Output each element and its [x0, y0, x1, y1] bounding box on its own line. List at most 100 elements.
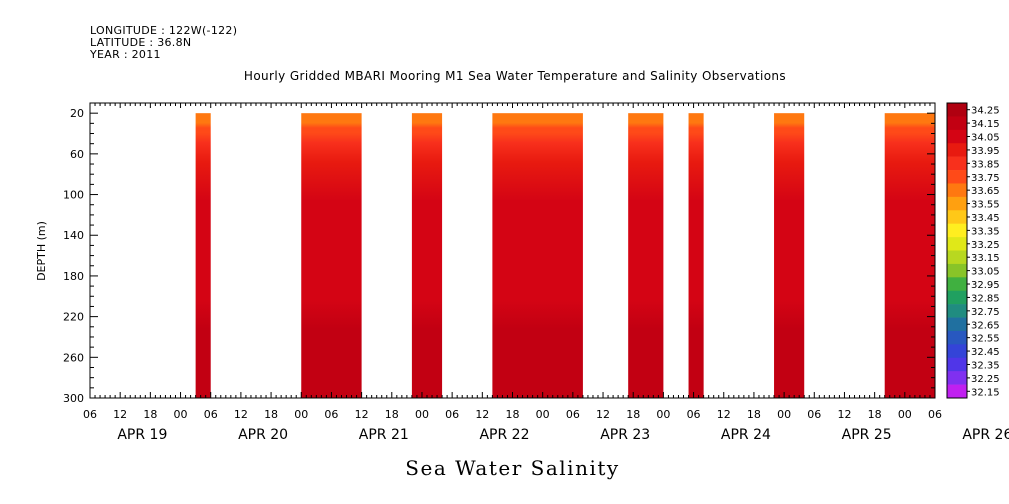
- colorbar-swatch: [947, 304, 967, 318]
- day-label: APR 23: [600, 427, 650, 443]
- x-tick-label: 06: [204, 408, 218, 421]
- y-axis: 20 60 100 140 180 220 260 300: [63, 102, 935, 405]
- colorbar-label: 33.35: [971, 226, 1000, 237]
- colorbar-label: 32.35: [971, 360, 1000, 371]
- colorbar-label: 32.75: [971, 307, 1000, 318]
- y-tick-label: 20: [70, 107, 84, 120]
- colorbar-swatch: [947, 344, 967, 359]
- x-tick-label: 06: [445, 408, 459, 421]
- x-tick-label: 18: [264, 408, 278, 421]
- latitude-label: LATITUDE : 36.8N: [90, 36, 192, 49]
- observation-window: [884, 113, 935, 398]
- y-tick-label: 100: [63, 189, 84, 202]
- colorbar-swatch: [947, 143, 967, 157]
- colorbar-swatch: [947, 156, 967, 171]
- colorbar-swatch: [947, 290, 967, 305]
- day-label: APR 20: [238, 427, 288, 443]
- x-tick-label: 00: [777, 408, 791, 421]
- colorbar-label: 32.65: [971, 320, 1000, 331]
- observation-window: [411, 113, 443, 398]
- colorbar-label: 33.75: [971, 173, 1000, 184]
- observation-windows: [195, 113, 935, 398]
- observation-window: [628, 113, 664, 398]
- x-tick-label: 12: [596, 408, 610, 421]
- colorbar-label: 33.65: [971, 186, 1000, 197]
- x-tick-label: 06: [928, 408, 942, 421]
- colorbar-label: 32.45: [971, 347, 1000, 358]
- colorbar-label: 32.95: [971, 280, 1000, 291]
- chart-title: Hourly Gridded MBARI Mooring M1 Sea Wate…: [243, 69, 787, 83]
- x-tick-label: 00: [898, 408, 912, 421]
- colorbar-label: 32.85: [971, 293, 1000, 304]
- x-tick-label: 12: [717, 408, 731, 421]
- x-tick-label: 18: [747, 408, 761, 421]
- x-axis: 06 12 18 00 06 12 18 00 06 12 18 00 06 12 18 00 06 12 18 00…: [83, 392, 1009, 443]
- colorbar-swatch: [947, 371, 967, 385]
- x-tick-label: 06: [687, 408, 701, 421]
- observation-window: [774, 113, 805, 398]
- x-tick-label: 00: [415, 408, 429, 421]
- year-label: YEAR : 2011: [90, 48, 161, 61]
- x-tick-label: 06: [566, 408, 580, 421]
- colorbar-swatch: [947, 116, 967, 131]
- x-tick-label: 00: [174, 408, 188, 421]
- observation-window: [492, 113, 583, 398]
- x-tick-label: 18: [506, 408, 520, 421]
- x-tick-label: 12: [234, 408, 248, 421]
- colorbar-label: 33.25: [971, 240, 1000, 251]
- colorbar-swatch: [947, 277, 967, 292]
- colorbar-label: 33.95: [971, 146, 1000, 157]
- day-label: APR 22: [479, 427, 529, 443]
- x-axis-title: Sea Water Salinity: [405, 456, 620, 480]
- observation-window: [195, 113, 211, 398]
- colorbar-swatch: [947, 317, 967, 332]
- x-tick-label: 00: [536, 408, 550, 421]
- x-tick-label: 18: [143, 408, 157, 421]
- x-tick-label: 12: [837, 408, 851, 421]
- colorbar-swatch: [947, 183, 967, 198]
- x-tick-label: 18: [868, 408, 882, 421]
- y-tick-label: 300: [63, 392, 84, 405]
- colorbar-swatch: [947, 263, 967, 278]
- colorbar-swatch: [947, 210, 967, 224]
- observation-window: [301, 113, 362, 398]
- day-label: APR 24: [721, 427, 771, 443]
- colorbar-label: 33.55: [971, 200, 1000, 211]
- colorbar-label: 34.25: [971, 106, 1000, 117]
- colorbar-label: 32.15: [971, 387, 1000, 398]
- colorbar-swatch: [947, 103, 967, 117]
- colorbar-swatch: [947, 129, 967, 144]
- colorbar-label: 33.45: [971, 213, 1000, 224]
- y-tick-label: 60: [70, 148, 84, 161]
- colorbar-swatch: [947, 250, 967, 265]
- colorbar-label: 32.25: [971, 374, 1000, 385]
- day-label: APR 25: [842, 427, 892, 443]
- day-label: APR 19: [117, 427, 167, 443]
- colorbar: 34.25 34.15 34.05 33.95 33.85 33.75 33.65 33.55…: [946, 102, 1000, 399]
- x-tick-label: 06: [807, 408, 821, 421]
- x-tick-label: 12: [475, 408, 489, 421]
- y-tick-label: 140: [63, 229, 84, 242]
- colorbar-swatch: [947, 170, 967, 184]
- observation-window: [688, 113, 704, 398]
- day-label: APR 26: [962, 427, 1009, 443]
- colorbar-swatch: [947, 384, 967, 399]
- colorbar-swatch: [947, 223, 967, 238]
- x-tick-label: 00: [656, 408, 670, 421]
- y-axis-label: DEPTH (m): [35, 221, 48, 281]
- colorbar-label: 33.85: [971, 159, 1000, 170]
- y-tick-label: 180: [63, 270, 84, 283]
- colorbar-swatch: [947, 357, 967, 372]
- day-label: APR 21: [359, 427, 409, 443]
- x-tick-label: 18: [626, 408, 640, 421]
- x-tick-label: 00: [294, 408, 308, 421]
- x-tick-label: 12: [113, 408, 127, 421]
- x-tick-label: 06: [83, 408, 97, 421]
- colorbar-swatch: [947, 237, 967, 251]
- longitude-label: LONGITUDE : 122W(-122): [90, 24, 238, 37]
- y-tick-label: 260: [63, 351, 84, 364]
- x-tick-label: 18: [385, 408, 399, 421]
- colorbar-label: 34.05: [971, 133, 1000, 144]
- colorbar-swatch: [947, 330, 967, 345]
- x-tick-label: 06: [324, 408, 338, 421]
